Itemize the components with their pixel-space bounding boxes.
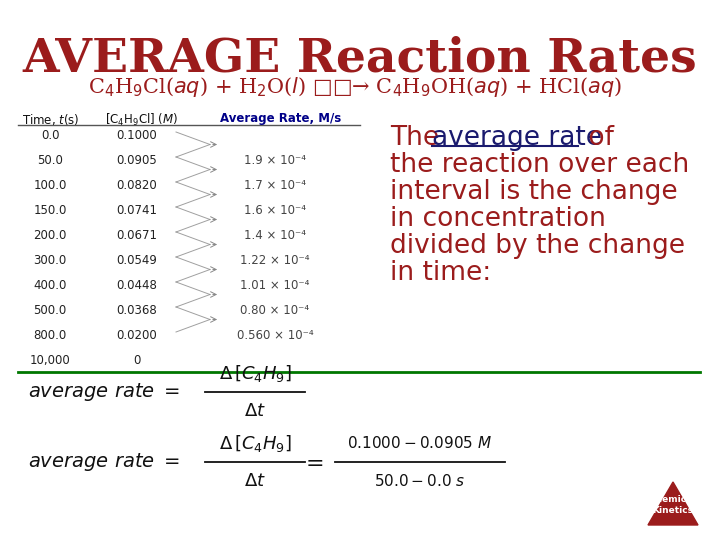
Text: 0.1000: 0.1000 [117,129,158,142]
Text: 1.01 × 10⁻⁴: 1.01 × 10⁻⁴ [240,279,310,292]
Text: 0.0741: 0.0741 [117,204,158,217]
Text: 0.560 × 10⁻⁴: 0.560 × 10⁻⁴ [237,329,313,342]
Text: $\Delta\,[C_4H_9]$: $\Delta\,[C_4H_9]$ [219,433,292,454]
Text: 1.22 × 10⁻⁴: 1.22 × 10⁻⁴ [240,254,310,267]
Text: 50.0: 50.0 [37,154,63,167]
Text: 500.0: 500.0 [33,304,67,317]
Text: of: of [580,125,614,151]
Text: 1.6 × 10⁻⁴: 1.6 × 10⁻⁴ [244,204,306,217]
Text: $50.0 - 0.0\ s$: $50.0 - 0.0\ s$ [374,473,466,489]
Text: 0.0549: 0.0549 [117,254,158,267]
Text: average rate: average rate [432,125,602,151]
Text: $=$: $=$ [301,451,323,473]
Text: $\Delta t$: $\Delta t$ [244,472,266,490]
Text: $0.1000 - 0.0905\ M$: $0.1000 - 0.0905\ M$ [348,435,492,451]
Text: 1.7 × 10⁻⁴: 1.7 × 10⁻⁴ [244,179,306,192]
Text: 0.0448: 0.0448 [117,279,158,292]
Text: 0.0905: 0.0905 [117,154,158,167]
Text: in concentration: in concentration [390,206,606,232]
Text: $\Delta\,[C_4H_9]$: $\Delta\,[C_4H_9]$ [219,362,292,383]
Text: 150.0: 150.0 [33,204,67,217]
Text: $average\ rate\ =$: $average\ rate\ =$ [28,451,180,473]
Text: 1.9 × 10⁻⁴: 1.9 × 10⁻⁴ [244,154,306,167]
Text: [C$_4$H$_9$Cl] ($M$): [C$_4$H$_9$Cl] ($M$) [105,112,178,128]
Text: the reaction over each: the reaction over each [390,152,689,178]
Text: 400.0: 400.0 [33,279,67,292]
Text: 300.0: 300.0 [33,254,67,267]
Text: The: The [390,125,448,151]
Text: Chemical
Kinetics: Chemical Kinetics [650,495,696,515]
Text: Time, $t$(s): Time, $t$(s) [22,112,79,127]
Text: Average Rate, M/s: Average Rate, M/s [220,112,341,125]
Text: 0.0820: 0.0820 [117,179,158,192]
Polygon shape [648,482,698,525]
Text: 200.0: 200.0 [33,229,67,242]
Text: 0.0: 0.0 [41,129,59,142]
Text: C$_4$H$_9$Cl($aq$) + H$_2$O($l$) □□→ C$_4$H$_9$OH($aq$) + HCl($aq$): C$_4$H$_9$Cl($aq$) + H$_2$O($l$) □□→ C$_… [88,75,622,99]
Text: AVERAGE Reaction Rates: AVERAGE Reaction Rates [22,35,698,81]
Text: 800.0: 800.0 [33,329,67,342]
Text: divided by the change: divided by the change [390,233,685,259]
Text: 10,000: 10,000 [30,354,71,367]
Text: in time:: in time: [390,260,491,286]
Text: 0.0200: 0.0200 [117,329,158,342]
Text: $average\ rate\ =$: $average\ rate\ =$ [28,381,180,403]
Text: 100.0: 100.0 [33,179,67,192]
Text: 0.0368: 0.0368 [117,304,158,317]
Text: 0.80 × 10⁻⁴: 0.80 × 10⁻⁴ [240,304,310,317]
Text: 1.4 × 10⁻⁴: 1.4 × 10⁻⁴ [244,229,306,242]
Text: 0: 0 [133,354,140,367]
Text: interval is the change: interval is the change [390,179,678,205]
Text: 0.0671: 0.0671 [117,229,158,242]
Text: $\Delta t$: $\Delta t$ [244,402,266,420]
